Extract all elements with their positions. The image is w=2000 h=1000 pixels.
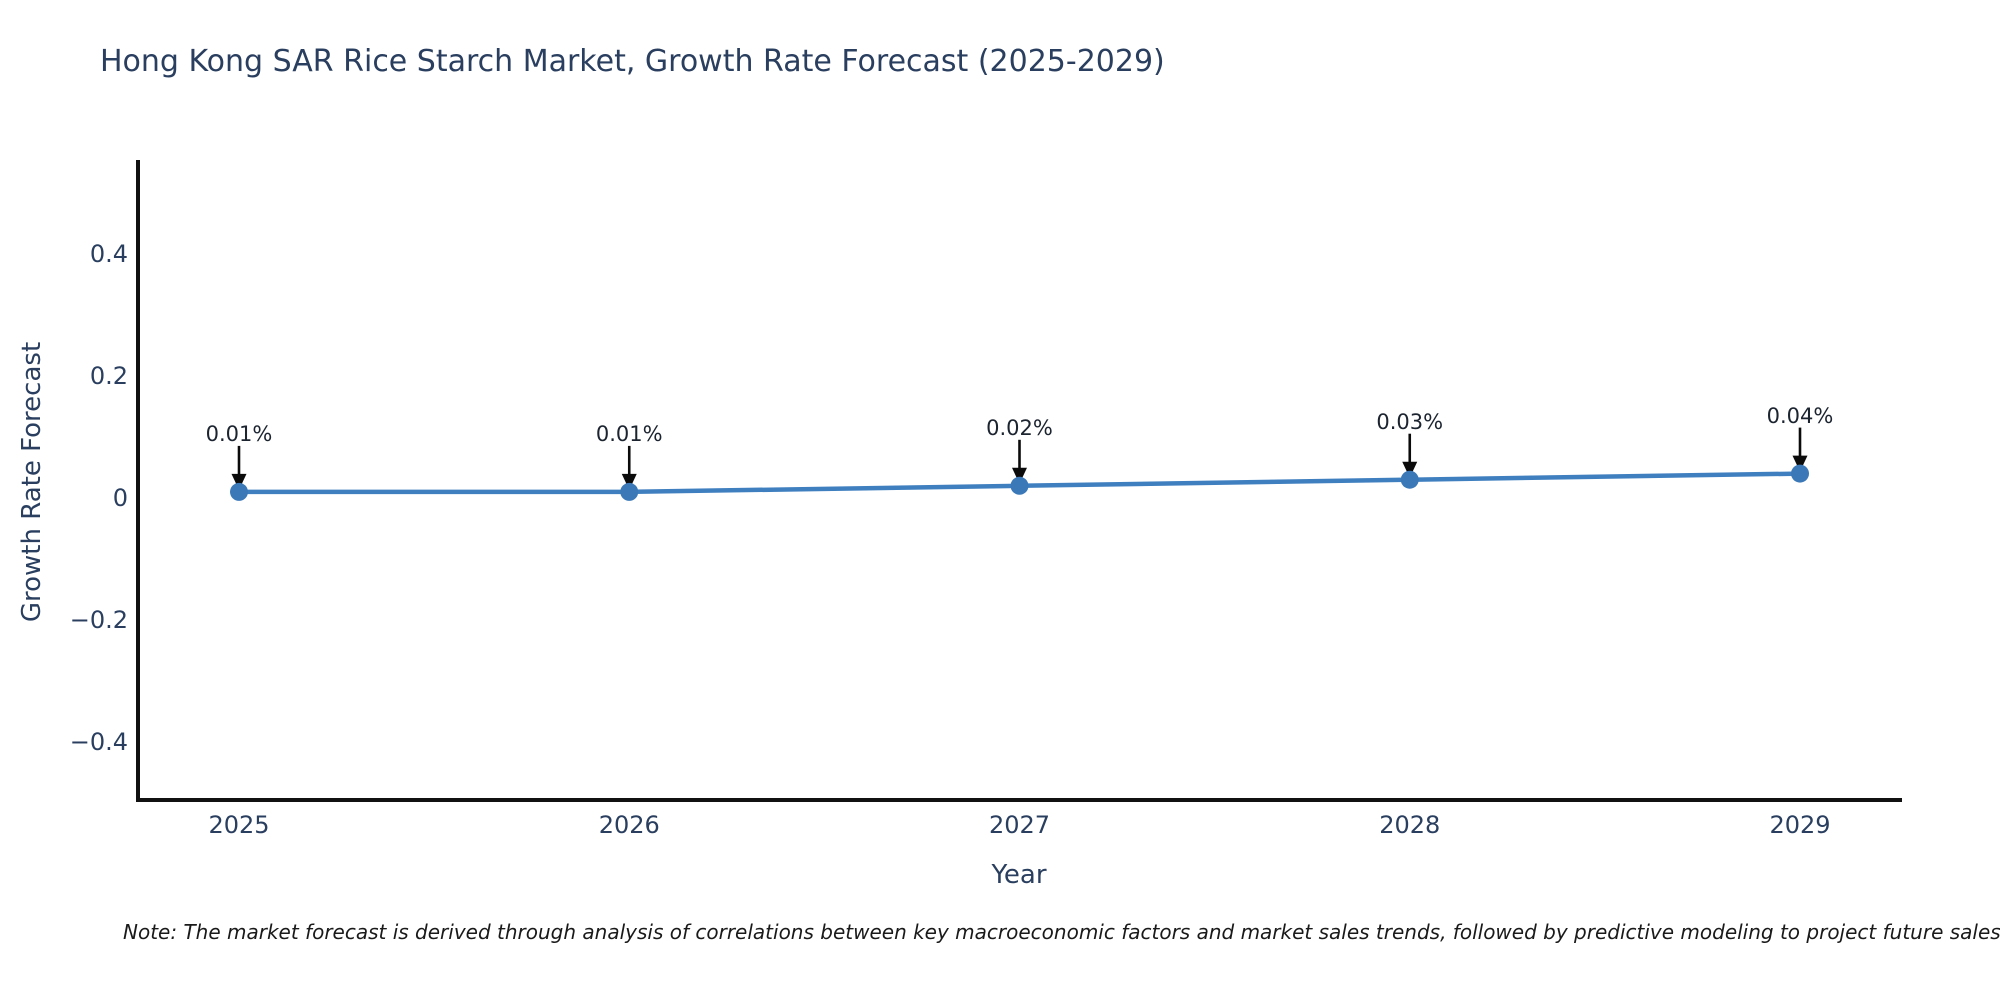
- y-tick-label: 0.4: [89, 240, 128, 268]
- data-point-marker: [230, 482, 248, 501]
- x-axis-line: [136, 798, 1902, 802]
- annotation-label: 0.04%: [1766, 403, 1834, 428]
- annotation-label: 0.01%: [595, 421, 663, 446]
- y-tick-label: −0.4: [69, 728, 128, 756]
- x-tick-label: 2025: [208, 811, 270, 839]
- y-tick-label: 0.2: [89, 362, 128, 390]
- annotation-arrow-head-icon: [1402, 461, 1418, 478]
- y-tick-label: −0.2: [69, 606, 128, 634]
- data-point-marker: [1791, 464, 1809, 483]
- y-axis-line: [136, 160, 140, 802]
- annotation-label: 0.03%: [1376, 409, 1444, 434]
- x-tick-label: 2029: [1769, 811, 1831, 839]
- chart-title: Hong Kong SAR Rice Starch Market, Growth…: [100, 44, 1165, 79]
- annotation-arrow-head-icon: [621, 473, 637, 490]
- data-point-marker: [1010, 476, 1029, 495]
- annotation-arrow-head-icon: [1012, 467, 1027, 484]
- x-tick-label: 2026: [598, 811, 660, 839]
- footnote: Note: The market forecast is derived thr…: [123, 920, 2000, 944]
- y-tick-label: 0: [112, 484, 128, 512]
- x-axis-title: Year: [991, 860, 1047, 890]
- annotation-arrow-head-icon: [231, 473, 247, 490]
- x-tick-label: 2028: [1379, 811, 1441, 839]
- x-tick-label: 2027: [988, 811, 1051, 839]
- annotation-label: 0.02%: [986, 415, 1053, 440]
- annotation-label: 0.01%: [205, 421, 273, 446]
- data-point-marker: [620, 482, 639, 501]
- annotation-arrow-head-icon: [1792, 455, 1808, 472]
- data-point-marker: [1400, 470, 1419, 489]
